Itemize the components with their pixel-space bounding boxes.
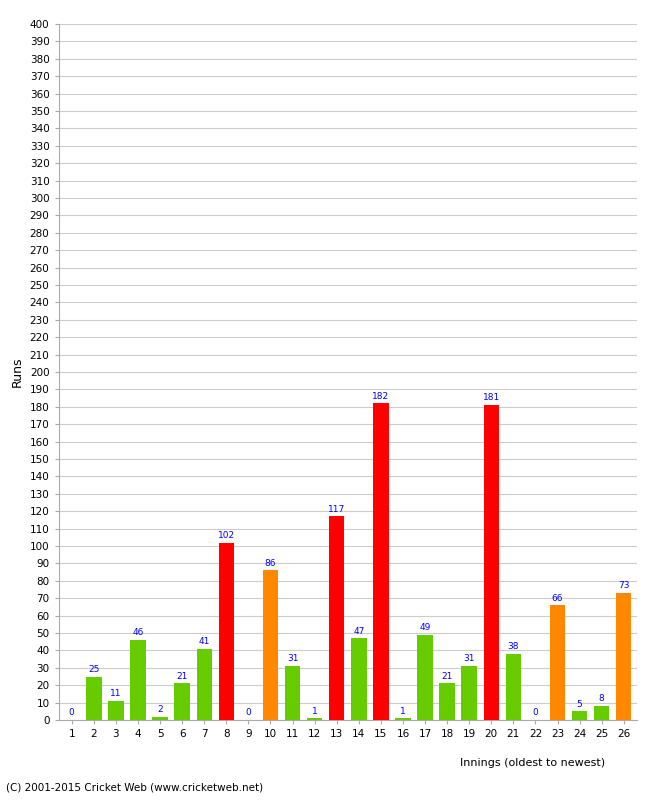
Text: 38: 38: [508, 642, 519, 651]
Bar: [108, 701, 124, 720]
Bar: [484, 405, 499, 720]
Bar: [506, 654, 521, 720]
Bar: [594, 706, 610, 720]
Text: 21: 21: [441, 672, 453, 681]
Bar: [130, 640, 146, 720]
Bar: [218, 542, 234, 720]
Text: 181: 181: [483, 394, 500, 402]
Text: 47: 47: [353, 626, 365, 636]
Text: 11: 11: [110, 690, 122, 698]
Bar: [572, 711, 588, 720]
Bar: [263, 570, 278, 720]
Text: 49: 49: [419, 623, 431, 632]
Bar: [152, 717, 168, 720]
X-axis label: Innings (oldest to newest): Innings (oldest to newest): [460, 758, 605, 768]
Bar: [439, 683, 455, 720]
Text: 102: 102: [218, 531, 235, 540]
Text: 66: 66: [552, 594, 564, 602]
Bar: [373, 403, 389, 720]
Bar: [307, 718, 322, 720]
Bar: [616, 593, 632, 720]
Text: 25: 25: [88, 665, 99, 674]
Text: 117: 117: [328, 505, 345, 514]
Text: 2: 2: [157, 705, 163, 714]
Bar: [174, 683, 190, 720]
Text: 73: 73: [618, 582, 629, 590]
Text: 86: 86: [265, 558, 276, 568]
Bar: [196, 649, 212, 720]
Bar: [285, 666, 300, 720]
Text: 5: 5: [577, 700, 582, 709]
Text: 1: 1: [400, 706, 406, 716]
Text: 41: 41: [198, 637, 210, 646]
Bar: [417, 634, 433, 720]
Bar: [462, 666, 477, 720]
Text: 8: 8: [599, 694, 604, 703]
Text: 182: 182: [372, 392, 389, 401]
Bar: [86, 677, 101, 720]
Bar: [329, 517, 344, 720]
Text: 1: 1: [312, 706, 317, 716]
Text: 0: 0: [69, 708, 75, 718]
Text: 31: 31: [463, 654, 475, 663]
Text: 0: 0: [532, 708, 538, 718]
Text: 0: 0: [246, 708, 252, 718]
Bar: [351, 638, 367, 720]
Bar: [395, 718, 411, 720]
Text: 46: 46: [133, 628, 144, 638]
Y-axis label: Runs: Runs: [11, 357, 24, 387]
Bar: [550, 605, 566, 720]
Text: (C) 2001-2015 Cricket Web (www.cricketweb.net): (C) 2001-2015 Cricket Web (www.cricketwe…: [6, 782, 264, 792]
Text: 31: 31: [287, 654, 298, 663]
Text: 21: 21: [176, 672, 188, 681]
